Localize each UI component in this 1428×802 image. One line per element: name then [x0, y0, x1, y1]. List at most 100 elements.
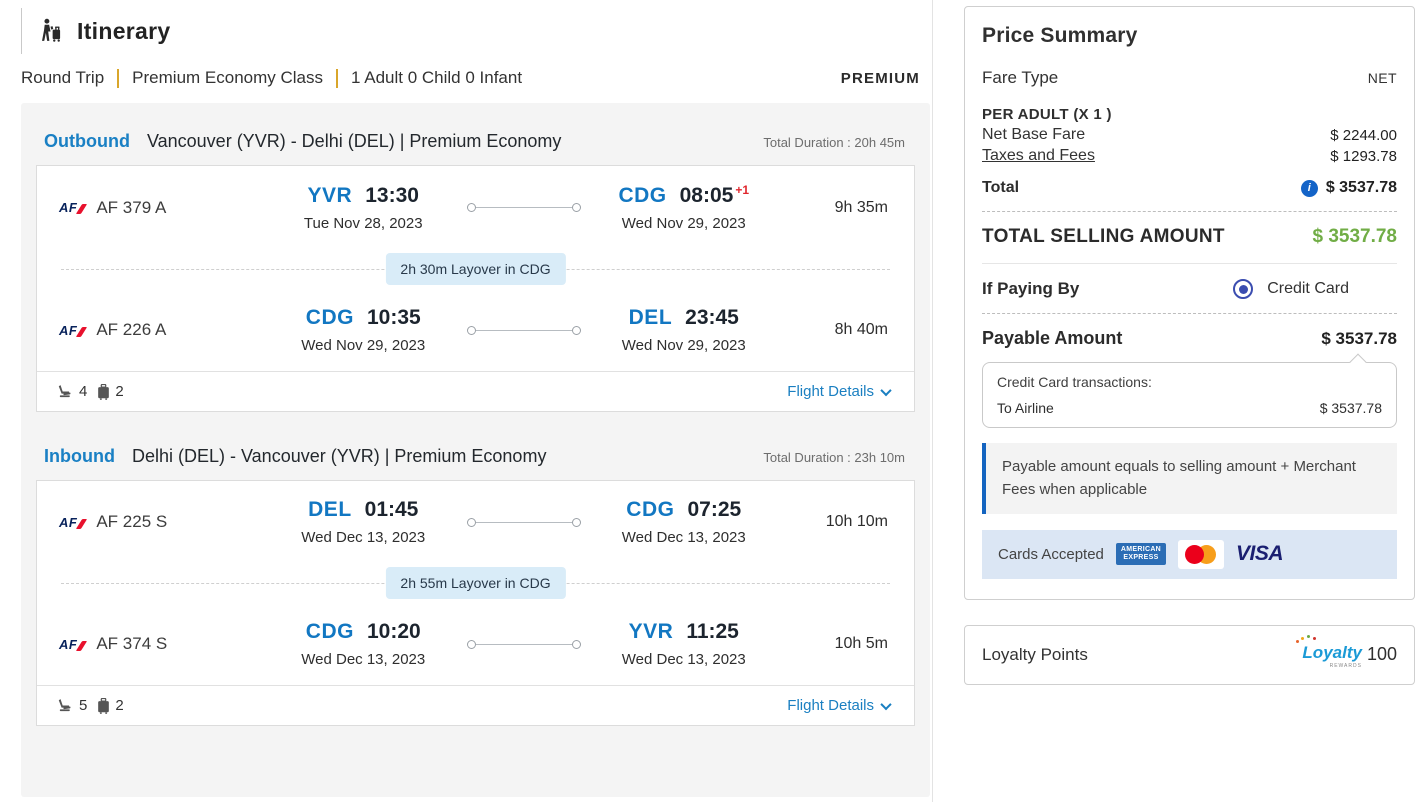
loyalty-points-label: Loyalty Points: [982, 644, 1088, 664]
divider: [982, 313, 1397, 314]
layover-badge: 2h 30m Layover in CDG: [385, 253, 566, 285]
segment-row: AF AF 225 S DEL 01:45 Wed Dec 13, 2023: [37, 481, 914, 563]
seat-icon: [57, 697, 74, 714]
arrival-code: CDG: [626, 498, 675, 521]
baggage-count: 2: [115, 383, 124, 400]
cc-transactions-box: Credit Card transactions: To Airline $ 3…: [982, 353, 1397, 428]
itinerary-container: Outbound Vancouver (YVR) - Delhi (DEL) |…: [21, 103, 930, 797]
itinerary-header: Itinerary: [21, 8, 930, 54]
to-airline-label: To Airline: [997, 400, 1054, 416]
flight-details-button[interactable]: Flight Details: [787, 383, 892, 400]
arrival-code: YVR: [628, 620, 674, 643]
if-paying-by-row: If Paying By Credit Card: [982, 279, 1397, 299]
arrival-time: 07:25: [687, 498, 742, 521]
arrival-date: Wed Dec 13, 2023: [621, 651, 746, 668]
total-selling-label: TOTAL SELLING AMOUNT: [982, 226, 1225, 247]
flight-id: AF AF 225 S: [59, 512, 264, 532]
loyalty-logo: Loyalty rewards: [1294, 634, 1364, 669]
fare-brand-badge: PREMIUM: [840, 69, 920, 87]
flightpath-graphic: [463, 325, 585, 335]
arrival-date: Wed Dec 13, 2023: [621, 529, 746, 546]
payable-amount-row: Payable Amount $ 3537.78: [982, 328, 1397, 349]
arrival-date: Wed Nov 29, 2023: [621, 215, 746, 232]
seats-count: 4: [79, 383, 88, 400]
departure-date: Wed Nov 29, 2023: [301, 337, 426, 354]
arrival-time: 23:45: [685, 306, 739, 329]
visa-logo: VISA: [1236, 542, 1284, 565]
departure-code: CDG: [305, 306, 354, 329]
flight-id: AF AF 379 A: [59, 198, 264, 218]
trip-meta: Round Trip Premium Economy Class 1 Adult…: [21, 68, 930, 88]
payable-amount-label: Payable Amount: [982, 328, 1123, 348]
airline-logo-icon: AF: [59, 200, 88, 215]
chevron-down-icon: [880, 698, 892, 710]
taxes-fees-value: $ 1293.78: [1330, 147, 1397, 165]
per-adult-label: PER ADULT (X 1 ): [982, 106, 1112, 123]
net-base-fare-row: Net Base Fare $ 2244.00: [982, 126, 1397, 144]
arrival-time: 11:25: [686, 620, 739, 643]
payable-amount-value: $ 3537.78: [1321, 328, 1397, 348]
route-label: Vancouver (YVR) - Delhi (DEL) | Premium …: [146, 131, 562, 151]
flight-id: AF AF 374 S: [59, 634, 264, 654]
departure-date: Tue Nov 28, 2023: [303, 214, 423, 232]
inbound-header: Inbound Delhi (DEL) - Vancouver (YVR) | …: [36, 446, 915, 467]
flight-card: AF AF 379 A YVR 13:30 Tue Nov 28, 2023: [36, 165, 915, 412]
cc-transactions-title: Credit Card transactions:: [997, 374, 1152, 390]
total-selling-row: TOTAL SELLING AMOUNT $ 3537.78: [982, 226, 1397, 248]
flight-card-footer: 4: [37, 371, 914, 411]
route-label: Delhi (DEL) - Vancouver (YVR) | Premium …: [131, 446, 547, 466]
layover-row: 2h 55m Layover in CDG: [61, 563, 890, 603]
cc-transactions-row: To Airline $ 3537.78: [997, 400, 1382, 416]
outbound-section: Outbound Vancouver (YVR) - Delhi (DEL) |…: [36, 131, 915, 412]
departure-time: 10:20: [366, 620, 421, 643]
departure-time: 13:30: [365, 183, 419, 207]
day-offset-badge: +1: [735, 183, 750, 197]
inbound-section: Inbound Delhi (DEL) - Vancouver (YVR) | …: [36, 446, 915, 726]
payment-method-label: Credit Card: [1267, 280, 1349, 297]
chevron-down-icon: [880, 384, 892, 396]
flight-card-footer: 5: [37, 685, 914, 725]
segment-row: AF AF 379 A YVR 13:30 Tue Nov 28, 2023: [37, 166, 914, 249]
flight-number: AF 379 A: [96, 197, 167, 217]
flight-number: AF 225 S: [96, 512, 168, 531]
radio-selected-icon[interactable]: [1233, 279, 1254, 299]
airline-logo-icon: AF: [59, 323, 88, 338]
to-airline-value: $ 3537.78: [1319, 400, 1382, 416]
amenity-counts: 5: [57, 697, 124, 714]
total-label: Total: [982, 179, 1020, 196]
arrival-code: DEL: [628, 306, 673, 329]
taxes-fees-link[interactable]: Taxes and Fees: [982, 147, 1095, 164]
flightpath-graphic: [463, 639, 585, 649]
total-duration: Total Duration : 20h 45m: [763, 135, 905, 150]
direction-label: Inbound: [44, 446, 115, 466]
arrival-block: CDG 07:25 Wed Dec 13, 2023: [585, 498, 784, 546]
loyalty-points-display: Loyalty rewards 100: [1294, 634, 1397, 669]
flight-id: AF AF 226 A: [59, 320, 264, 340]
price-summary-card: Price Summary Fare Type NET PER ADULT (X…: [964, 6, 1415, 600]
credit-card-option[interactable]: Credit Card: [1233, 279, 1349, 299]
net-base-fare-label: Net Base Fare: [982, 126, 1086, 143]
departure-block: CDG 10:35 Wed Nov 29, 2023: [264, 306, 463, 354]
total-value: $ 3537.78: [1325, 179, 1397, 196]
info-icon[interactable]: i: [1300, 179, 1318, 197]
fare-type-value: NET: [1367, 70, 1397, 86]
loyalty-points-value: 100: [1366, 644, 1397, 664]
flight-details-button[interactable]: Flight Details: [787, 697, 892, 714]
price-summary-title: Price Summary: [982, 24, 1138, 47]
departure-block: CDG 10:20 Wed Dec 13, 2023: [264, 620, 463, 668]
taxes-fees-row: Taxes and Fees $ 1293.78: [982, 147, 1397, 165]
fare-type-row: Fare Type NET: [982, 68, 1397, 88]
baggage-icon: [97, 383, 110, 400]
seat-icon: [57, 383, 74, 400]
baggage-count-group: 2: [97, 383, 124, 400]
cabin-class: Premium Economy Class: [132, 68, 323, 87]
segment-duration: 10h 10m: [825, 513, 888, 530]
seats-count-group: 4: [57, 383, 87, 400]
total-row: Total i $ 3537.78: [982, 179, 1397, 197]
departure-block: DEL 01:45 Wed Dec 13, 2023: [264, 498, 463, 546]
flightpath-graphic: [463, 517, 585, 527]
divider: [982, 211, 1397, 212]
net-base-fare-value: $ 2244.00: [1330, 126, 1397, 144]
segment-duration: 8h 40m: [834, 321, 888, 338]
